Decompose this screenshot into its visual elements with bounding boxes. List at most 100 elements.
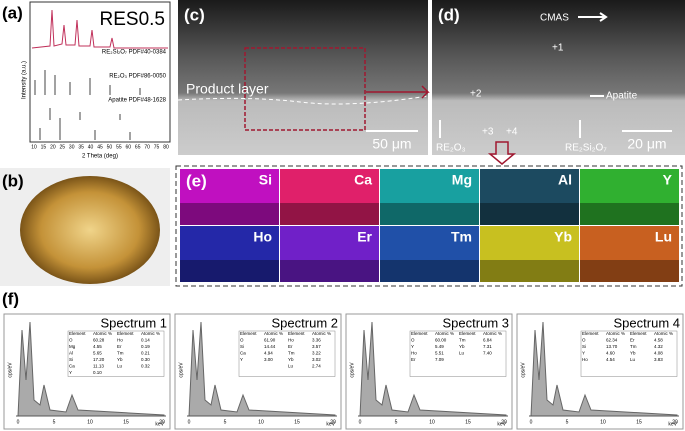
element-map [580,169,679,225]
x-tick-label: 5 [224,419,227,425]
map-shade [280,260,379,282]
y-label: Intensity (a.u.) [22,61,28,99]
map-shade [380,203,479,225]
xrd-curve [31,9,168,49]
x-tick-label: 60 [126,144,132,150]
panel-label: (e) [186,171,207,190]
table-cell: 60.00 [435,338,447,343]
y-label: cps/eV [7,362,13,378]
x-tick-label: 55 [116,144,122,150]
table-header: Element [582,331,599,336]
map-label: Si [259,172,272,188]
data-table [409,330,507,377]
annotation: RE₂Si₂O₇ [565,143,607,154]
table-cell: Ca [69,364,75,369]
reference-label: RE₂Si₂O₇ PDF#40-0384 [102,50,167,56]
table-cell: O [582,338,586,343]
x-tick-label: 15 [636,419,642,425]
table-cell: Yb [630,351,636,356]
table-cell: 0.14 [141,338,150,343]
x-tick-label: 5 [53,419,56,425]
map-frame [175,165,683,287]
table-header: Element [288,331,305,336]
x-tick-label: 45 [97,144,103,150]
table-cell: Y [411,344,414,349]
x-tick-label: 0 [188,419,191,425]
table-cell: 4.58 [654,338,663,343]
element-map [280,226,379,282]
element-map [380,226,479,282]
table-cell: Er [288,344,293,349]
table-cell: Yb [288,357,294,362]
table-cell: Si [582,344,586,349]
table-cell: 3.57 [312,344,321,349]
table-cell: 60.28 [93,338,105,343]
table-cell: 4.54 [606,357,615,362]
table-cell: 3.36 [312,338,321,343]
table-cell: 0.10 [93,370,102,375]
table-cell: 7.40 [483,351,492,356]
table-header: Element [240,331,257,336]
table-cell: Lu [117,364,123,369]
x-tick-label: 5 [566,419,569,425]
table-cell: 5.65 [93,351,102,356]
map-shade [280,203,379,225]
table-cell: 14.44 [264,344,276,349]
scale-label: 20 μm [627,136,666,152]
table-header: Atomic % [654,331,673,336]
table-header: Atomic % [312,331,331,336]
x-tick-label: 75 [154,144,160,150]
table-cell: Yb [459,344,465,349]
map-label: Al [558,172,572,188]
annotation: +2 [470,89,482,100]
reference-label: RE₂O₃ PDF#86-0050 [109,74,166,80]
table-cell: O [240,338,244,343]
interface-line [177,95,429,105]
x-tick-label: 25 [60,144,66,150]
data-table [238,330,336,377]
table-cell: O [69,338,73,343]
table-cell: 3.02 [312,357,321,362]
link-arrow [366,85,430,99]
map-shade [480,203,579,225]
spectrum-curve [359,321,507,417]
map-shade [580,260,679,282]
table-cell: 17.20 [93,357,105,362]
table-header: Element [630,331,647,336]
map-shade [480,260,579,282]
micrograph [432,0,685,155]
table-cell: 4.08 [654,351,663,356]
reference-label: Apatite PDF#48-1628 [108,98,166,104]
data-table [67,330,165,377]
x-label: keV [326,421,335,427]
spectrum-curve [188,321,336,417]
table-header: Atomic % [93,331,112,336]
x-tick-label: 70 [144,144,150,150]
annotation: +3 [482,127,494,138]
annotation: Apatite [606,91,638,102]
map-shade [580,203,679,225]
table-cell: Ho [411,351,417,356]
arrow [439,120,581,138]
table-cell: Y [240,357,243,362]
element-map [480,226,579,282]
table-cell: 5.49 [435,344,444,349]
x-tick-label: 20 [50,144,56,150]
table-cell: Ho [582,357,588,362]
micrograph [178,0,428,155]
x-tick-label: 10 [87,419,93,425]
table-header: Atomic % [606,331,625,336]
table-cell: Ho [288,338,294,343]
table-cell: 11.13 [93,364,104,369]
x-tick-label: 15 [465,419,471,425]
x-label: 2 Theta (deg) [82,154,118,160]
map-label: Lu [655,229,672,245]
x-tick-label: 30 [69,144,75,150]
xrd-ref-lines [34,70,141,140]
map-label: Er [357,229,372,245]
zoom-box [244,47,366,131]
table-cell: 6.84 [483,338,492,343]
element-map [480,169,579,225]
sample-disc [20,176,160,284]
